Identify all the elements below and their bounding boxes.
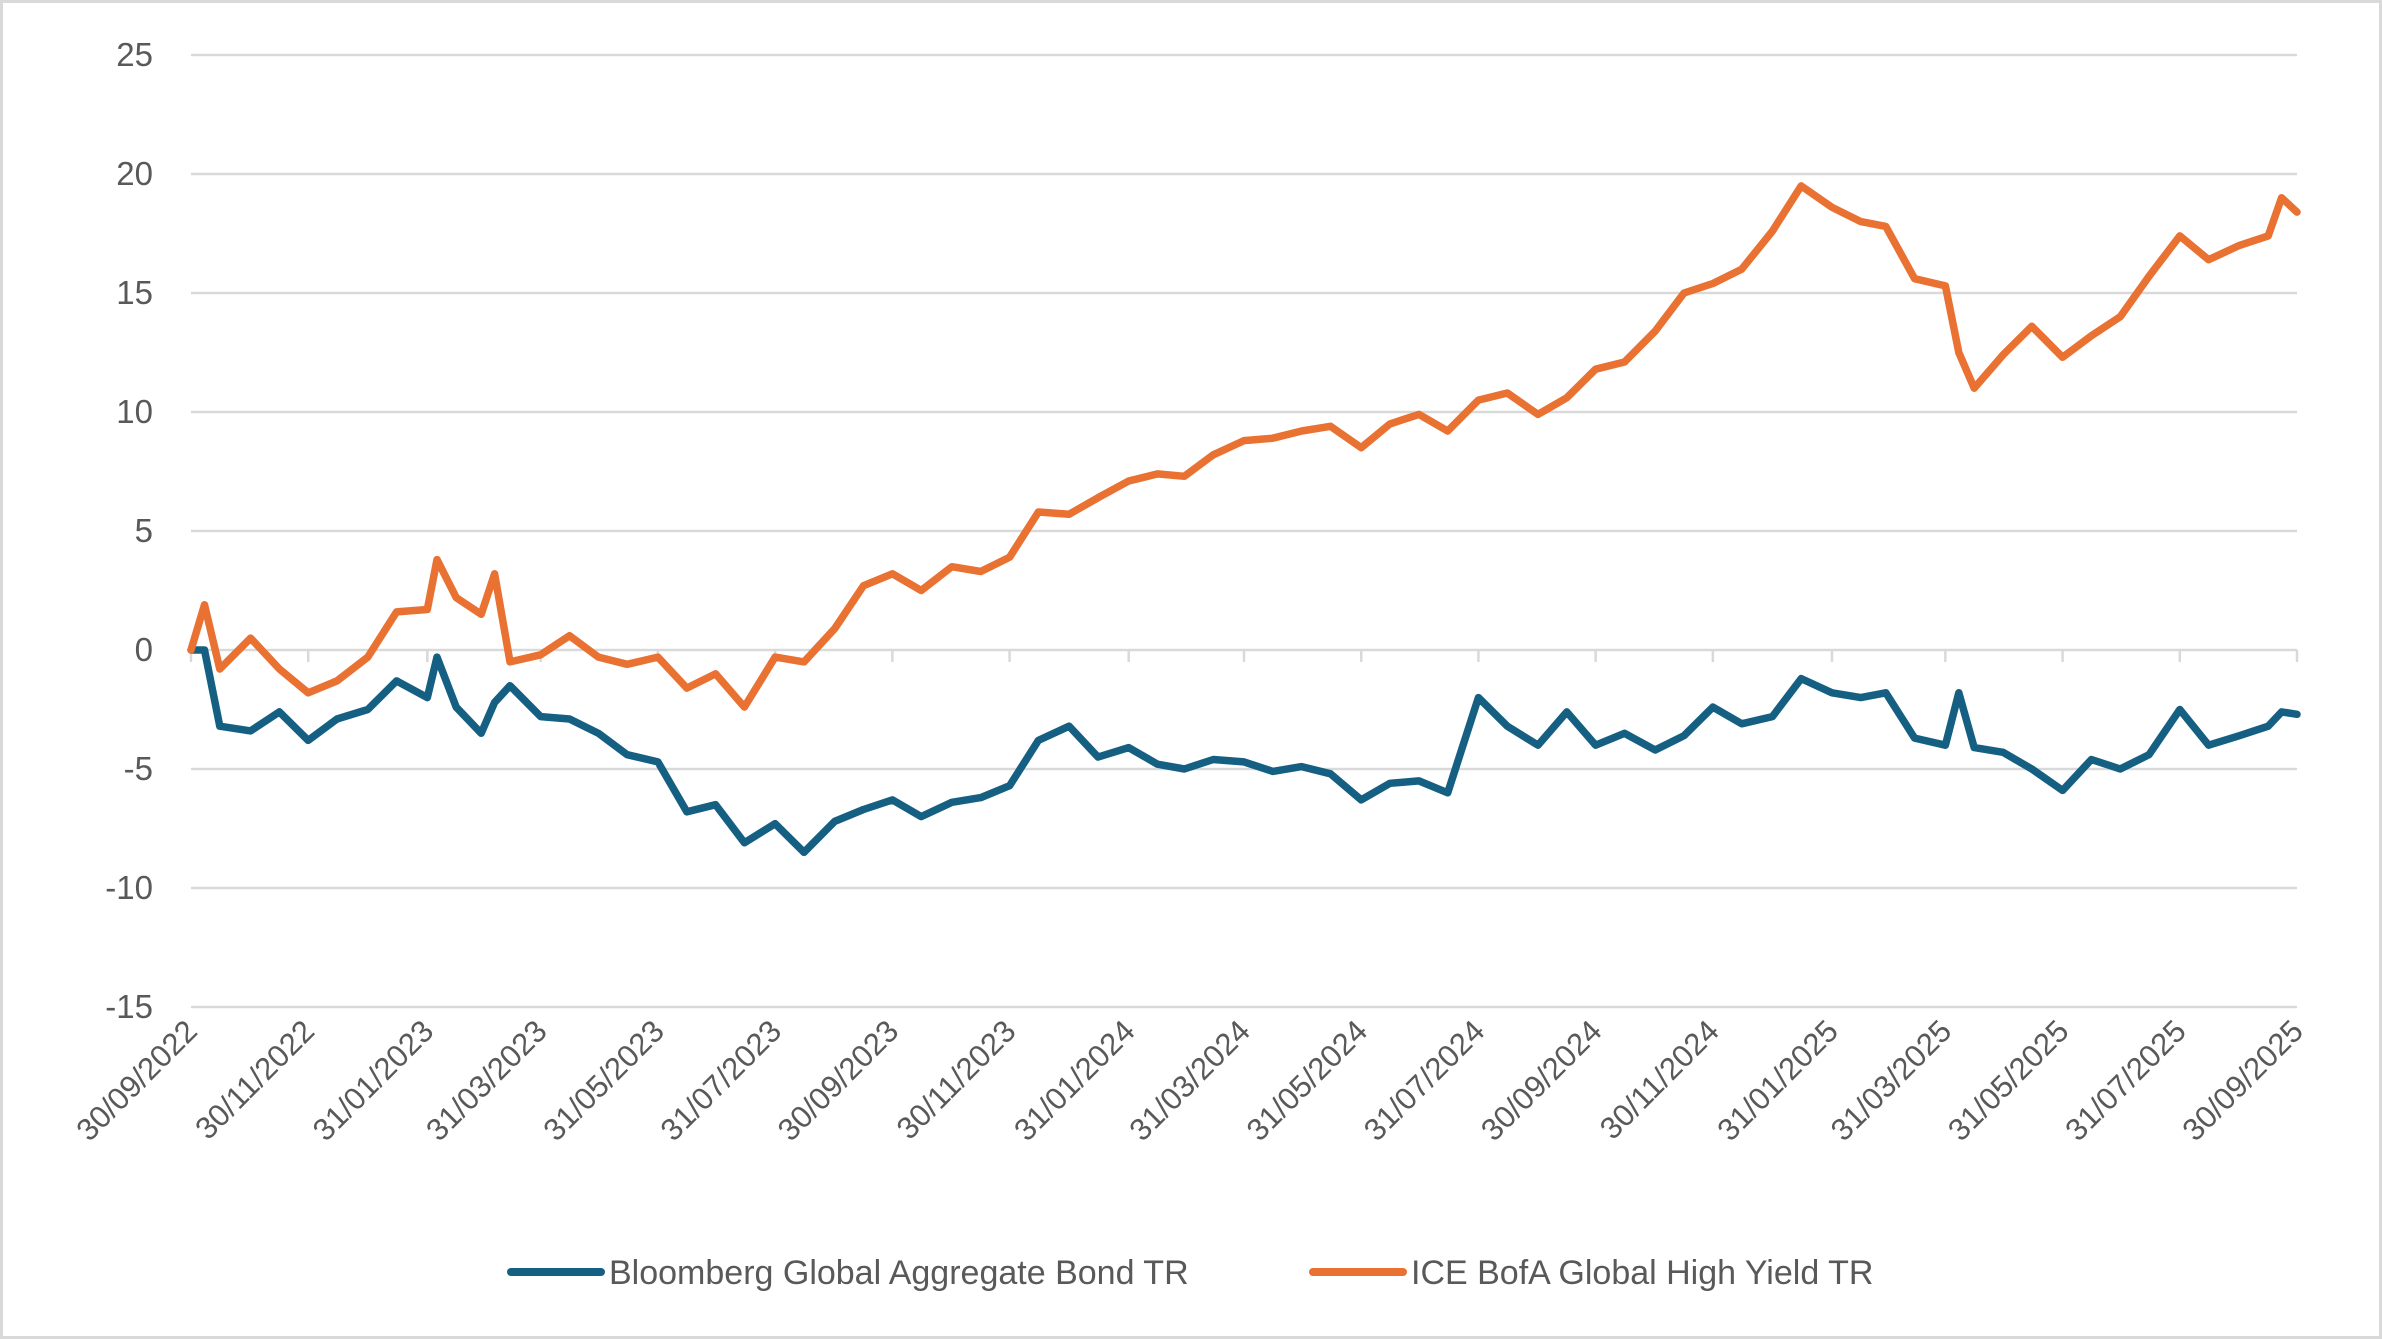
x-tick-label: 31/05/2023 <box>536 1013 670 1147</box>
y-tick-label: -5 <box>124 750 153 787</box>
x-tick-label: 30/09/2024 <box>1474 1013 1608 1147</box>
legend-label: ICE BofA Global High Yield TR <box>1411 1254 1873 1292</box>
x-tick-label: 31/03/2024 <box>1122 1013 1256 1147</box>
series-line-ice-bofa-global-high-yield <box>187 182 2301 711</box>
x-tick-label: 31/05/2024 <box>1240 1013 1374 1147</box>
x-tick-label: 30/11/2023 <box>890 1013 1023 1146</box>
x-tick-label: 31/01/2025 <box>1710 1013 1844 1147</box>
y-tick-label: 5 <box>135 512 153 549</box>
x-tick-label: 30/11/2024 <box>1593 1013 1726 1146</box>
y-tick-label: 15 <box>116 274 153 311</box>
y-tick-label: 0 <box>135 631 153 668</box>
y-axis-ticks: 25 20 15 10 5 0 -5 -10 -15 <box>105 36 153 1025</box>
series-lines <box>187 182 2301 857</box>
x-tick-label: 31/07/2024 <box>1357 1013 1491 1147</box>
x-tick-label: 30/11/2022 <box>188 1013 321 1146</box>
x-tick-label: 31/07/2025 <box>2058 1013 2192 1147</box>
y-tick-label: 10 <box>116 393 153 430</box>
series-line-bloomberg-global-aggregate <box>187 646 2301 857</box>
x-tick-label: 30/09/2025 <box>2175 1013 2309 1147</box>
x-tick-label: 30/09/2022 <box>69 1013 203 1147</box>
y-tick-label: 25 <box>116 36 153 73</box>
x-tick-label: 31/01/2024 <box>1007 1013 1141 1147</box>
x-tick-label: 31/03/2023 <box>419 1013 553 1147</box>
legend: Bloomberg Global Aggregate Bond TR ICE Bo… <box>507 1254 1873 1292</box>
x-tick-label: 31/01/2023 <box>306 1013 440 1147</box>
x-tick-label: 30/09/2023 <box>771 1013 905 1147</box>
y-tick-label: -10 <box>105 869 153 906</box>
legend-label: Bloomberg Global Aggregate Bond TR <box>609 1254 1189 1292</box>
x-tick-label: 31/05/2025 <box>1941 1013 2075 1147</box>
y-tick-label: 20 <box>116 155 153 192</box>
x-tick-label: 31/03/2025 <box>1824 1013 1958 1147</box>
y-tick-label: -15 <box>105 988 153 1025</box>
gridlines <box>191 53 2297 1009</box>
x-axis: 30/09/202230/11/202231/01/202331/03/2023… <box>69 650 2310 1148</box>
x-tick-label: 31/07/2023 <box>654 1013 788 1147</box>
